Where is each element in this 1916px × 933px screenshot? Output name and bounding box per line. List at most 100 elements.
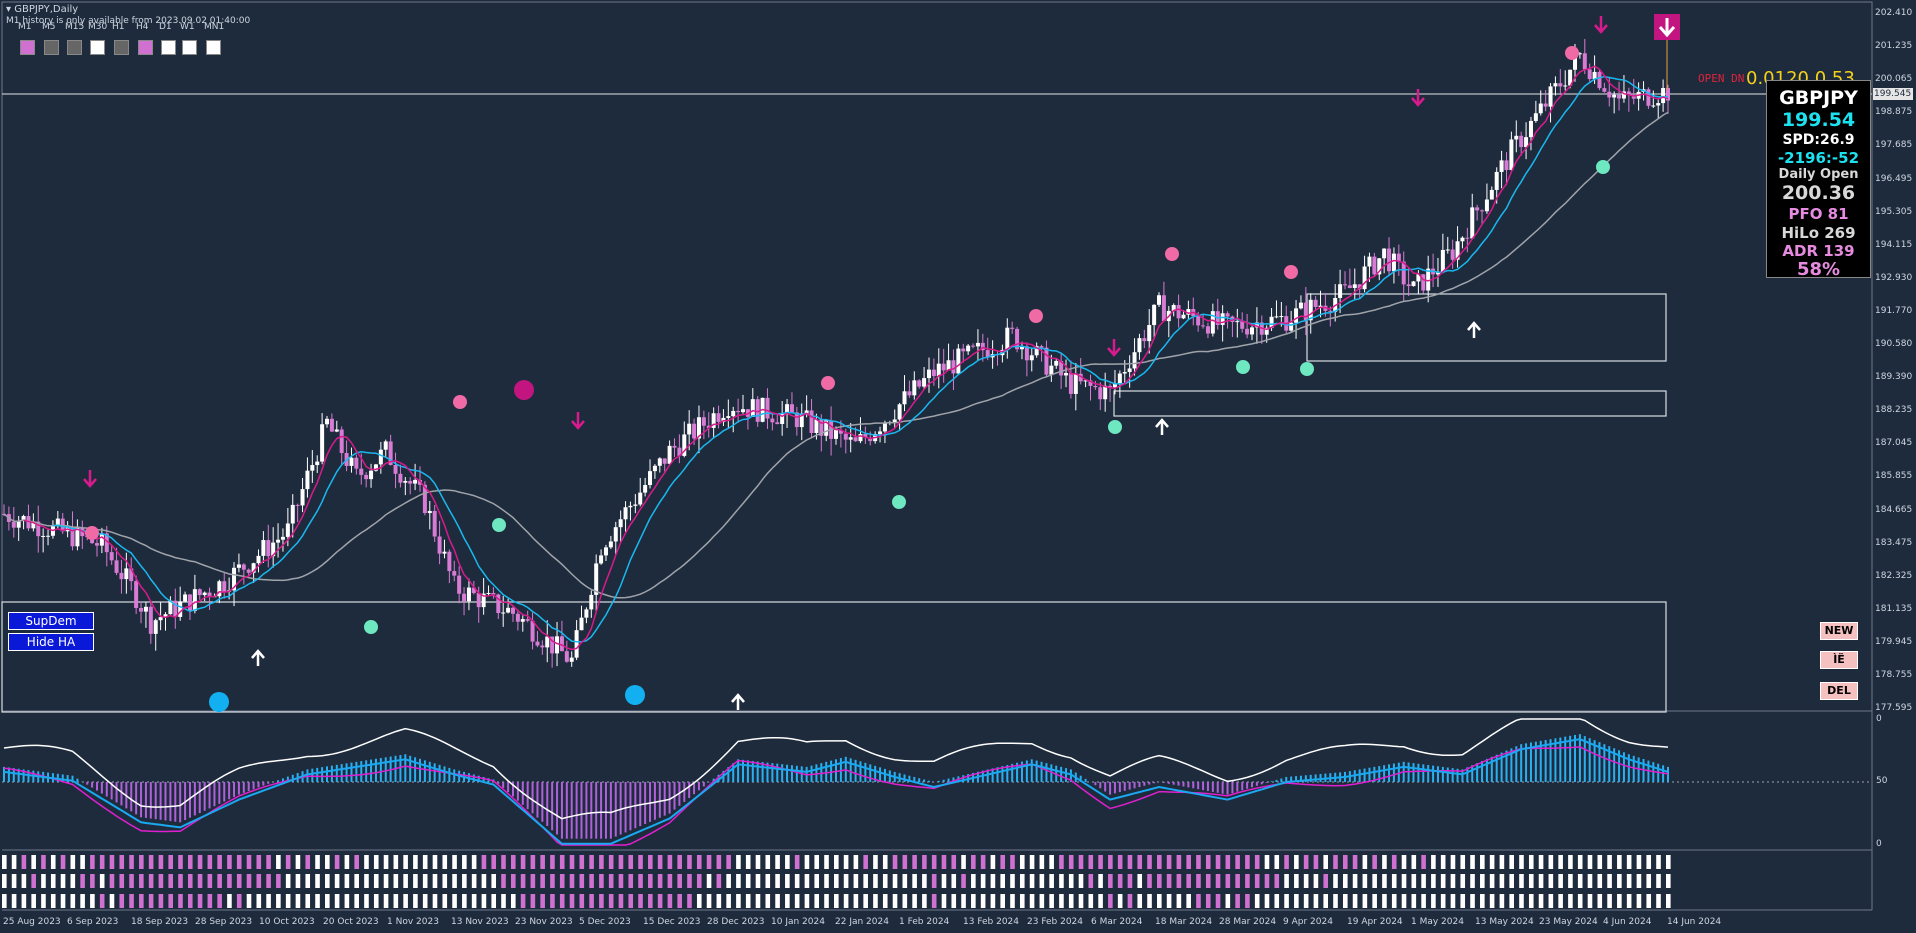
candle-body [608, 541, 613, 548]
candle-body [961, 348, 966, 352]
candle-body [721, 417, 726, 422]
del-button[interactable]: DEL [1820, 682, 1858, 700]
candle-body [657, 458, 662, 466]
heat-cell [158, 894, 164, 908]
candle-body [564, 651, 569, 662]
heat-cell [119, 894, 125, 908]
heat-cell [1577, 894, 1583, 908]
heat-cell [794, 855, 800, 869]
heat-cell [295, 855, 301, 869]
heat-cell [755, 894, 761, 908]
heat-cell [1372, 874, 1377, 888]
timeframe-toggle-h4[interactable] [138, 40, 153, 55]
candle-body [741, 409, 746, 413]
heat-cell [1039, 874, 1045, 888]
candle-body [1450, 249, 1455, 260]
heat-cell [1245, 894, 1250, 908]
timeframe-toggle-m30[interactable] [90, 40, 105, 55]
heat-cell [1636, 855, 1642, 869]
new-button[interactable]: NEW [1820, 622, 1858, 640]
heat-cell [471, 894, 477, 908]
candle-body [99, 533, 104, 546]
candle-body [1528, 120, 1533, 138]
symbol-info-panel: GBPJPY 199.54 SPD:26.9 -2196:-52 Daily O… [1766, 80, 1871, 280]
candle-body [364, 474, 369, 480]
heat-cell [158, 874, 164, 888]
heat-cell [1000, 855, 1005, 869]
candle-body [285, 523, 290, 537]
heat-cell [1431, 894, 1436, 908]
hide-ha-button[interactable]: Hide HA [8, 633, 94, 651]
signal-dot [453, 395, 467, 409]
heat-cell [1499, 874, 1505, 888]
heat-cell [716, 855, 722, 869]
candle-body [1313, 299, 1318, 307]
heat-cell [393, 855, 399, 869]
candle-body [853, 437, 858, 442]
signal-dot [1565, 46, 1579, 60]
heat-cell [148, 894, 154, 908]
candle-body [290, 504, 295, 524]
candle-body [501, 612, 506, 614]
candle-body [1391, 253, 1396, 272]
timeframe-toggle-w1[interactable] [182, 40, 197, 55]
candle-body [731, 410, 736, 417]
candle-body [1480, 210, 1485, 212]
heat-cell [11, 894, 17, 908]
heat-cell [1450, 874, 1456, 888]
heat-cell [1313, 855, 1319, 869]
candle-body [246, 569, 251, 573]
candle-body [1112, 383, 1117, 388]
heat-cell [794, 874, 800, 888]
candle-body [613, 527, 618, 542]
heat-cell [1656, 894, 1661, 908]
heat-cell [31, 894, 36, 908]
timeframe-toggle-m1[interactable] [20, 40, 35, 55]
candle-body [466, 587, 471, 602]
heat-cell [1157, 855, 1162, 869]
ie-button[interactable]: ÌË [1820, 651, 1858, 669]
symbol-title: ▾ GBPJPY,Daily [6, 4, 79, 15]
heat-cell [2, 855, 7, 869]
candle-body [1460, 237, 1465, 242]
heat-cell [931, 894, 937, 908]
heat-cell [1342, 894, 1348, 908]
timeframe-toggle-d1[interactable] [161, 40, 176, 55]
heat-cell [1499, 855, 1505, 869]
candle-body [1196, 316, 1201, 326]
heat-cell [334, 855, 340, 869]
timeframe-toggle-h1[interactable] [114, 40, 129, 55]
timeframe-toggle-m15[interactable] [67, 40, 82, 55]
candle-body [119, 572, 124, 580]
heat-cell [99, 855, 105, 869]
heat-cell [413, 855, 418, 869]
heat-cell [755, 855, 761, 869]
date-tick-label: 18 Sep 2023 [131, 917, 189, 927]
timeframe-toggle-mn1[interactable] [206, 40, 221, 55]
heat-cell [1460, 894, 1466, 908]
heat-cell [765, 894, 771, 908]
date-tick-label: 1 Feb 2024 [899, 917, 950, 927]
heat-cell [1617, 894, 1622, 908]
heat-cell [1274, 855, 1280, 869]
demand-zone [1, 601, 1667, 713]
candle-body [941, 363, 946, 371]
osc-blue-line [3, 738, 1669, 845]
candle-body [1440, 249, 1445, 272]
candle-body [1445, 249, 1450, 251]
heat-cell [471, 855, 477, 869]
timeframe-toggle-m5[interactable] [44, 40, 59, 55]
heat-cell [540, 894, 545, 908]
heat-cell [638, 894, 643, 908]
heat-cell [1157, 894, 1162, 908]
candle-body [692, 423, 697, 439]
heat-cell [1147, 894, 1152, 908]
candle-body [114, 560, 119, 573]
heat-cell [628, 894, 634, 908]
candle-body [535, 641, 540, 646]
heat-cell [256, 894, 262, 908]
supdem-button[interactable]: SupDem [8, 612, 94, 630]
heat-cell [1617, 855, 1622, 869]
price-tick-label: 184.665 [1875, 504, 1913, 515]
heat-cell [1225, 874, 1231, 888]
